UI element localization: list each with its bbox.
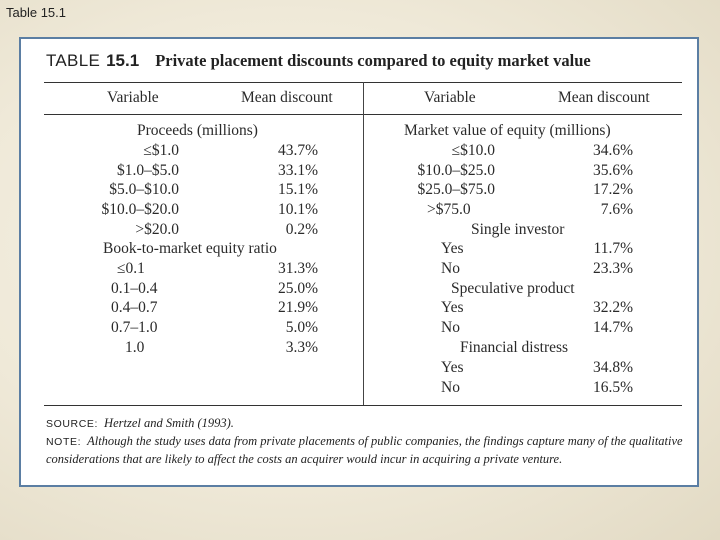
- group-proceeds: Proceeds (millions): [137, 122, 258, 139]
- table-cell: $10.0–$25.0: [417, 162, 496, 179]
- table-cell: 15.1%: [277, 181, 318, 198]
- table-cell: >$75.0: [427, 201, 471, 218]
- table-cell: 43.7%: [277, 142, 318, 159]
- table-caption: Private placement discounts compared to …: [155, 51, 591, 70]
- table-cell: 21.9%: [277, 299, 318, 316]
- source-text: Hertzel and Smith (1993).: [104, 416, 234, 430]
- table-cell: ≤0.1: [117, 260, 145, 277]
- column-divider: [363, 82, 364, 405]
- note-line: NOTE: Although the study uses data from p…: [46, 433, 686, 468]
- table-cell: Yes: [441, 299, 464, 316]
- table-cell: Yes: [441, 359, 464, 376]
- table-cell: ≤$1.0: [143, 142, 179, 159]
- table-cell: 25.0%: [277, 280, 318, 297]
- table-cell: 33.1%: [277, 162, 318, 179]
- rule-bottom: [44, 405, 682, 406]
- table-cell: 16.5%: [592, 379, 633, 396]
- table-frame: TABLE 15.1 Private placement discounts c…: [19, 37, 699, 487]
- table-cell: $25.0–$75.0: [417, 181, 496, 198]
- table-heading: TABLE 15.1 Private placement discounts c…: [46, 51, 591, 71]
- table-cell: 31.3%: [277, 260, 318, 277]
- group-book-to-market: Book-to-market equity ratio: [103, 240, 277, 257]
- group-financial-distress: Financial distress: [460, 339, 569, 356]
- header-left-variable: Variable: [107, 89, 159, 106]
- table-cell: 17.2%: [592, 181, 633, 198]
- group-single-investor: Single investor: [471, 221, 565, 238]
- table-cell: ≤$10.0: [451, 142, 495, 159]
- table-cell: 3.3%: [285, 339, 318, 356]
- table-cell: $5.0–$10.0: [109, 181, 179, 198]
- table-cell: 10.1%: [277, 201, 318, 218]
- header-left-discount: Mean discount: [241, 89, 333, 106]
- table-cell: $10.0–$20.0: [101, 201, 180, 218]
- note-text: Although the study uses data from privat…: [46, 434, 683, 466]
- table-cell: 5.0%: [285, 319, 318, 336]
- table-footnotes: SOURCE: Hertzel and Smith (1993). NOTE: Al…: [46, 415, 686, 468]
- group-market-value: Market value of equity (millions): [404, 122, 611, 139]
- source-label: SOURCE:: [46, 418, 99, 430]
- table-cell: >$20.0: [135, 221, 179, 238]
- table-cell: No: [441, 260, 460, 277]
- table-cell: 32.2%: [592, 299, 633, 316]
- table-cell: 0.2%: [285, 221, 318, 238]
- table-cell: Yes: [441, 240, 464, 257]
- table-cell: 0.4–0.7: [111, 299, 158, 316]
- group-speculative-product: Speculative product: [451, 280, 575, 297]
- table-cell: 11.7%: [593, 240, 633, 257]
- table-cell: 35.6%: [592, 162, 633, 179]
- table-label: TABLE: [46, 51, 101, 70]
- table-cell: 34.8%: [592, 359, 633, 376]
- table-cell: No: [441, 379, 460, 396]
- table-cell: 0.1–0.4: [111, 280, 158, 297]
- table-cell: 7.6%: [600, 201, 633, 218]
- table-cell: No: [441, 319, 460, 336]
- table-cell: 23.3%: [592, 260, 633, 277]
- note-label: NOTE:: [46, 436, 82, 448]
- table-number: 15.1: [106, 51, 140, 70]
- slide-title: Table 15.1: [6, 5, 66, 20]
- table-cell: $1.0–$5.0: [117, 162, 179, 179]
- source-line: SOURCE: Hertzel and Smith (1993).: [46, 415, 686, 433]
- header-right-variable: Variable: [424, 89, 476, 106]
- table-cell: 0.7–1.0: [111, 319, 158, 336]
- header-right-discount: Mean discount: [558, 89, 650, 106]
- table-cell: 1.0: [125, 339, 145, 356]
- table-cell: 14.7%: [592, 319, 633, 336]
- table-cell: 34.6%: [592, 142, 633, 159]
